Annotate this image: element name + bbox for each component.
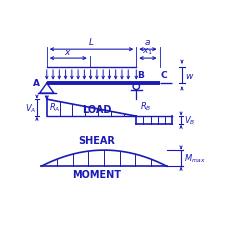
Text: $a$: $a$ <box>144 38 151 47</box>
Text: B: B <box>137 70 144 79</box>
Text: $x$: $x$ <box>64 47 72 56</box>
Text: A: A <box>33 78 40 87</box>
Text: MOMENT: MOMENT <box>72 169 122 179</box>
Text: $w$: $w$ <box>185 71 195 80</box>
Text: LOAD: LOAD <box>82 104 112 114</box>
Text: $L$: $L$ <box>88 36 95 47</box>
Text: $V_B$: $V_B$ <box>184 114 195 127</box>
Text: $R_A$: $R_A$ <box>49 101 60 113</box>
Text: C: C <box>161 70 167 79</box>
Text: $x_1$: $x_1$ <box>142 46 153 56</box>
Text: $V_A$: $V_A$ <box>25 102 36 114</box>
Text: $M_{max}$: $M_{max}$ <box>184 152 206 165</box>
Text: SHEAR: SHEAR <box>79 135 115 145</box>
Text: $R_B$: $R_B$ <box>140 100 151 112</box>
